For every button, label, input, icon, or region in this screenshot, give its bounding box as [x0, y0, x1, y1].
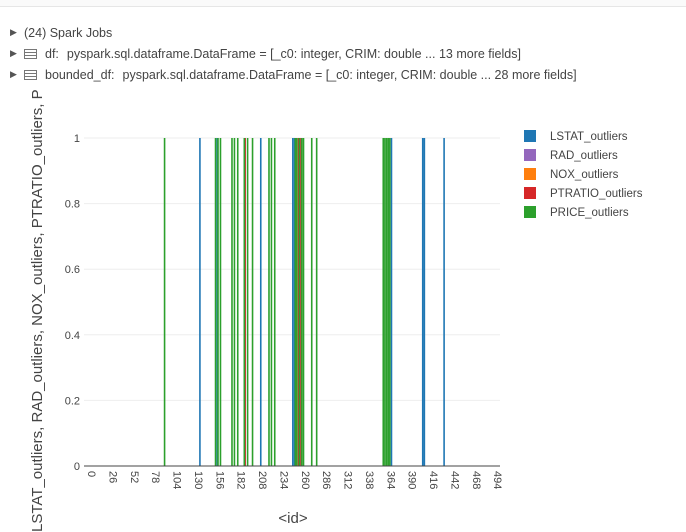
bar-PRICE_outliers[interactable] — [385, 138, 388, 466]
bounded-df-name: bounded_df: — [45, 67, 115, 82]
chart-bars — [163, 138, 445, 466]
x-tick-label: 234 — [277, 471, 289, 489]
bar-LSTAT_outliers[interactable] — [443, 138, 445, 466]
outliers-bar-chart[interactable]: 0 0.2 0.4 0.6 0.8 1 0 26 52 78 104 130 156 182 208 234… — [0, 90, 686, 532]
bar-PRICE_outliers[interactable] — [243, 138, 246, 466]
bar-PRICE_outliers[interactable] — [163, 138, 166, 466]
x-tick-label: 260 — [299, 471, 311, 489]
bar-PRICE_outliers[interactable] — [389, 138, 391, 466]
spark-jobs-label: (24) Spark Jobs — [24, 25, 113, 40]
dataframe-icon — [24, 69, 37, 80]
x-tick-label: 442 — [448, 471, 460, 489]
x-tick-label: 78 — [149, 471, 161, 483]
x-tick-label: 390 — [406, 471, 418, 489]
legend-label[interactable]: RAD_outliers — [550, 150, 618, 162]
legend-swatch[interactable] — [524, 149, 536, 161]
legend-label[interactable]: LSTAT_outliers — [550, 131, 628, 143]
y-tick-labels: 0 0.2 0.4 0.6 0.8 1 — [65, 133, 80, 473]
x-tick-label: 468 — [470, 471, 482, 489]
x-tick-label: 104 — [171, 471, 183, 489]
bar-PTRATIO_outliers[interactable] — [300, 138, 302, 466]
chart-gridlines — [84, 137, 500, 401]
df-row[interactable]: ▶ df: pyspark.sql.dataframe.DataFrame = … — [10, 43, 680, 64]
x-axis-title: <id> — [278, 510, 307, 527]
x-tick-label: 416 — [427, 471, 439, 489]
bar-PRICE_outliers[interactable] — [310, 138, 313, 466]
bar-PRICE_outliers[interactable] — [273, 138, 276, 466]
bar-LSTAT_outliers[interactable] — [216, 138, 218, 466]
expand-triangle-icon[interactable]: ▶ — [10, 48, 17, 58]
bar-LSTAT_outliers[interactable] — [292, 138, 294, 466]
legend-swatch[interactable] — [524, 206, 536, 218]
bar-LSTAT_outliers[interactable] — [259, 138, 262, 466]
x-tick-label: 182 — [235, 471, 247, 489]
bar-PRICE_outliers[interactable] — [219, 138, 222, 466]
y-tick-label: 0.8 — [65, 199, 80, 211]
x-tick-label: 52 — [128, 471, 140, 483]
y-tick-label: 0.2 — [65, 395, 80, 407]
x-tick-label: 130 — [192, 471, 204, 489]
x-tick-label: 364 — [384, 471, 396, 489]
cell-top-border — [0, 0, 686, 7]
bar-PTRATIO_outliers[interactable] — [295, 138, 297, 466]
legend-label[interactable]: PTRATIO_outliers — [550, 188, 643, 200]
x-tick-label: 208 — [256, 471, 268, 489]
x-tick-label: 338 — [363, 471, 375, 489]
bar-PRICE_outliers[interactable] — [301, 138, 303, 466]
bar-PRICE_outliers[interactable] — [233, 138, 236, 466]
bar-PRICE_outliers[interactable] — [236, 138, 239, 466]
legend-label[interactable]: PRICE_outliers — [550, 207, 629, 219]
y-axis-title: LSTAT_outliers, RAD_outliers, NOX_outlie… — [29, 90, 46, 532]
bar-LSTAT_outliers[interactable] — [199, 138, 201, 466]
bar-PRICE_outliers[interactable] — [382, 138, 385, 466]
y-tick-label: 0.4 — [65, 330, 80, 342]
bar-PRICE_outliers[interactable] — [296, 138, 298, 466]
bar-PTRATIO_outliers[interactable] — [244, 138, 246, 466]
x-tick-label: 312 — [342, 471, 354, 489]
bar-PRICE_outliers[interactable] — [231, 138, 233, 466]
bar-PRICE_outliers[interactable] — [268, 138, 270, 466]
x-tick-label: 156 — [213, 471, 225, 489]
bar-PRICE_outliers[interactable] — [246, 138, 249, 466]
x-tick-labels: 0 26 52 78 104 130 156 182 208 234 260 286 312 338 364… — [85, 471, 503, 489]
bar-LSTAT_outliers[interactable] — [293, 138, 296, 466]
bar-PRICE_outliers[interactable] — [302, 138, 305, 466]
df-schema: pyspark.sql.dataframe.DataFrame = [_c0: … — [66, 46, 521, 61]
expand-triangle-icon[interactable]: ▶ — [10, 69, 17, 79]
spark-jobs-row[interactable]: ▶ (24) Spark Jobs — [10, 22, 680, 43]
y-tick-label: 0.6 — [65, 264, 80, 276]
bar-LSTAT_outliers[interactable] — [421, 138, 424, 466]
expand-triangle-icon[interactable]: ▶ — [10, 27, 17, 37]
bar-PRICE_outliers[interactable] — [294, 138, 297, 466]
bar-PTRATIO_outliers[interactable] — [297, 138, 300, 466]
legend-swatch[interactable] — [524, 130, 536, 142]
cell-output: ▶ (24) Spark Jobs ▶ df: pyspark.sql.data… — [10, 22, 680, 85]
dataframe-icon — [24, 48, 37, 59]
legend-swatch[interactable] — [524, 168, 536, 180]
bar-PRICE_outliers[interactable] — [214, 138, 217, 466]
legend-label[interactable]: NOX_outliers — [550, 169, 619, 181]
chart-legend: LSTAT_outliers RAD_outliers NOX_outliers PT… — [524, 130, 643, 219]
x-tick-label: 0 — [85, 471, 97, 477]
bar-PRICE_outliers[interactable] — [217, 138, 219, 466]
y-tick-label: 0 — [74, 461, 80, 473]
bar-LSTAT_outliers[interactable] — [423, 138, 426, 466]
legend-swatch[interactable] — [524, 187, 536, 199]
bar-PRICE_outliers[interactable] — [298, 138, 301, 466]
bar-PRICE_outliers[interactable] — [315, 138, 318, 466]
bounded-df-schema: pyspark.sql.dataframe.DataFrame = [_c0: … — [122, 67, 577, 82]
x-tick-label: 494 — [491, 471, 503, 489]
bar-PRICE_outliers[interactable] — [251, 138, 254, 466]
bounded-df-row[interactable]: ▶ bounded_df: pyspark.sql.dataframe.Data… — [10, 64, 680, 85]
y-tick-label: 1 — [74, 133, 80, 145]
x-tick-label: 286 — [320, 471, 332, 489]
bar-LSTAT_outliers[interactable] — [390, 138, 393, 466]
bar-PRICE_outliers[interactable] — [270, 138, 273, 466]
bar-PRICE_outliers[interactable] — [387, 138, 389, 466]
x-tick-label: 26 — [106, 471, 118, 483]
df-name: df: — [45, 46, 59, 61]
bar-PRICE_outliers[interactable] — [384, 138, 386, 466]
